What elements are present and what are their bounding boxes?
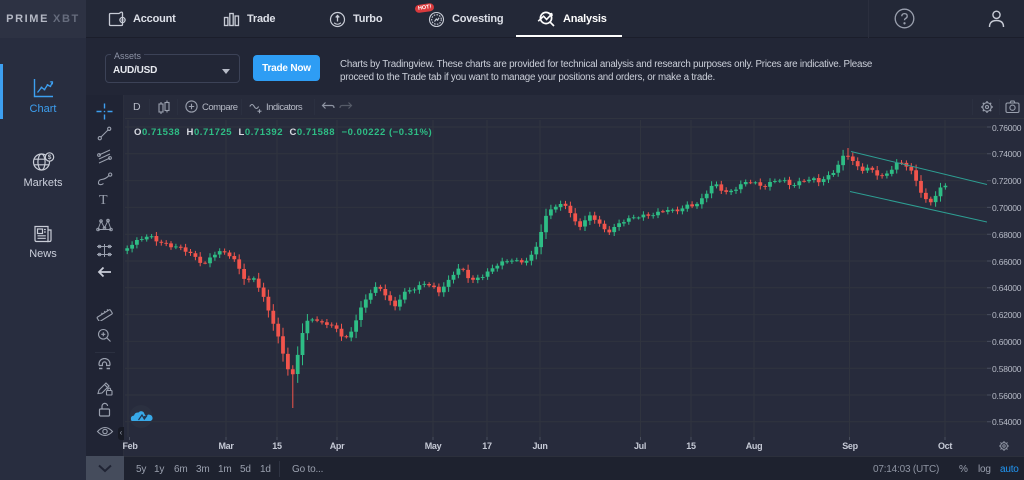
- svg-text:$: $: [47, 154, 51, 161]
